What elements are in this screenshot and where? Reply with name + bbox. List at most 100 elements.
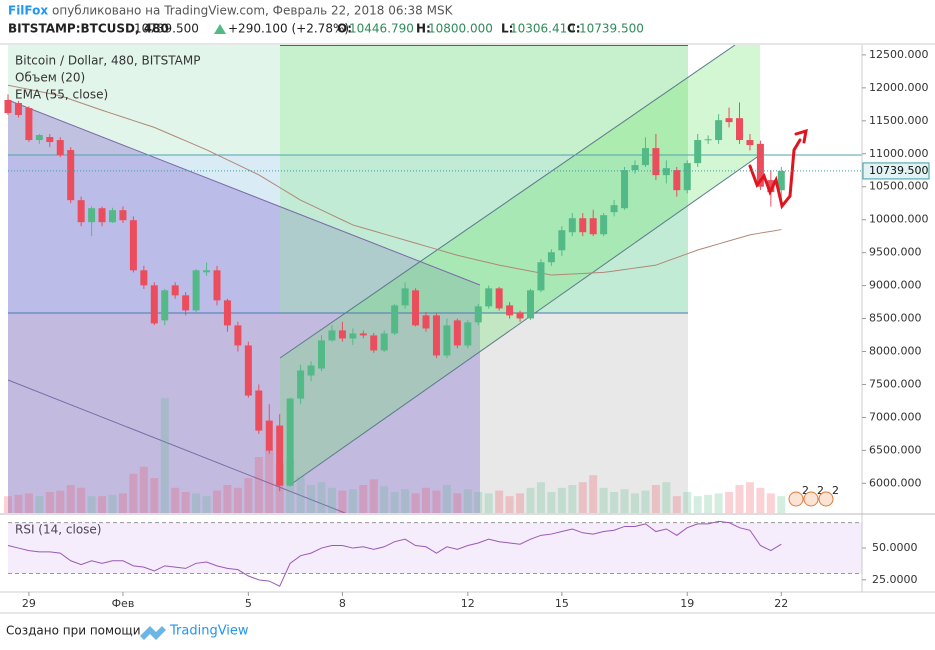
candle-body (307, 365, 315, 376)
candle-body (203, 270, 211, 273)
candle-body (443, 325, 451, 356)
ema (7, 84, 782, 276)
volume-bar (505, 496, 514, 513)
candle-body (777, 170, 785, 191)
ohlc-key: C: (567, 22, 581, 36)
candle-body (265, 420, 273, 451)
y-tick-label: 9000.000 (869, 279, 922, 292)
volume-bar (233, 487, 242, 513)
ohlc-value: 10800.000 (428, 22, 493, 36)
ohlc-value: 10306.410 (510, 22, 575, 36)
volume-bar (359, 485, 368, 513)
volume-bar (401, 489, 410, 513)
event-label: 2 (817, 484, 824, 497)
volume-bar (160, 398, 169, 513)
candle-body (370, 335, 378, 351)
volume-bar (390, 492, 399, 513)
candle-body (161, 290, 169, 321)
candle-body (244, 345, 252, 396)
y-tick-label: 8000.000 (869, 345, 922, 358)
volume-bar (432, 490, 441, 513)
candle-body (474, 306, 482, 323)
volume-bar (244, 478, 253, 513)
volume-bar (66, 485, 75, 513)
event-marker (818, 491, 834, 507)
candle-body (547, 252, 555, 263)
zone (8, 313, 688, 513)
candle-body (736, 118, 743, 141)
symbol: BITSTAMP:BTCUSD, 480 (8, 22, 169, 36)
candle-body (495, 288, 503, 309)
candle-body (610, 205, 618, 213)
y-tick-label: 9500.000 (869, 246, 922, 259)
volume-bar (568, 485, 577, 513)
volume-bar (484, 493, 493, 513)
change: +290.100 (+2.78%) (228, 22, 349, 36)
candle-body (641, 148, 649, 166)
volume-bar (56, 490, 65, 513)
tv-logo (140, 626, 166, 640)
candle-body (485, 288, 493, 307)
candle-body (422, 315, 430, 329)
volume-bar (14, 494, 23, 513)
candle-body (558, 230, 566, 251)
ohlc-value: 10446.790 (349, 22, 414, 36)
candle-body (14, 103, 22, 116)
volume-bar (422, 487, 430, 513)
candle-body (453, 320, 461, 346)
volume-bar (118, 493, 127, 513)
last-price-box (862, 162, 930, 180)
volume-bar (631, 493, 639, 513)
zone (8, 45, 688, 155)
volume-bar (745, 482, 754, 513)
candle-body (694, 140, 702, 164)
candle-body (506, 305, 514, 316)
y-tick-label: 11500.000 (869, 114, 929, 127)
candle-body (276, 425, 284, 486)
annotation (748, 138, 802, 210)
volume (4, 398, 786, 513)
volume-bar (547, 492, 556, 513)
candle-body (380, 333, 388, 351)
volume-bar (725, 492, 734, 513)
volume-bar (87, 496, 96, 513)
volume-bar (213, 490, 221, 513)
candle-body (432, 315, 440, 356)
price: 10739.500 (134, 22, 199, 36)
channel-line (279, 45, 736, 359)
rsi-tick-label: 25.0000 (872, 573, 918, 586)
volume-bar (380, 486, 389, 513)
footer-text: Создано при помощи (6, 624, 141, 638)
rsi-band (8, 522, 862, 574)
volume-bar (192, 493, 201, 513)
candle-body (767, 180, 775, 193)
candle-body (223, 300, 231, 326)
last-price-label: 10739.500 (869, 164, 929, 177)
y-tick-label: 7500.000 (869, 377, 922, 390)
candle-body (4, 99, 12, 114)
candle-body (46, 137, 54, 143)
channel-line (289, 154, 761, 486)
candle-body (56, 140, 64, 156)
volume-bar (317, 482, 326, 513)
candle-body (579, 218, 587, 233)
candle-body (673, 170, 681, 191)
footer-brand[interactable]: TradingView (169, 624, 249, 639)
candle-body (129, 220, 137, 271)
volume-bar (139, 466, 148, 513)
volume-bar (150, 478, 159, 513)
candle-body (359, 333, 367, 336)
zone (280, 45, 688, 313)
volume-bar (307, 485, 316, 513)
volume-bar (766, 493, 775, 513)
candle-body (35, 135, 43, 141)
volume-bar (620, 489, 629, 513)
y-tick-label: 6000.000 (869, 476, 922, 489)
zone (8, 155, 688, 313)
legend-ema: EMA (55, close) (15, 88, 108, 102)
x-tick-label: 12 (461, 597, 475, 610)
author[interactable]: FilFox (8, 4, 48, 18)
candle-body (704, 139, 712, 141)
ohlc-value: 10739.500 (579, 22, 644, 36)
